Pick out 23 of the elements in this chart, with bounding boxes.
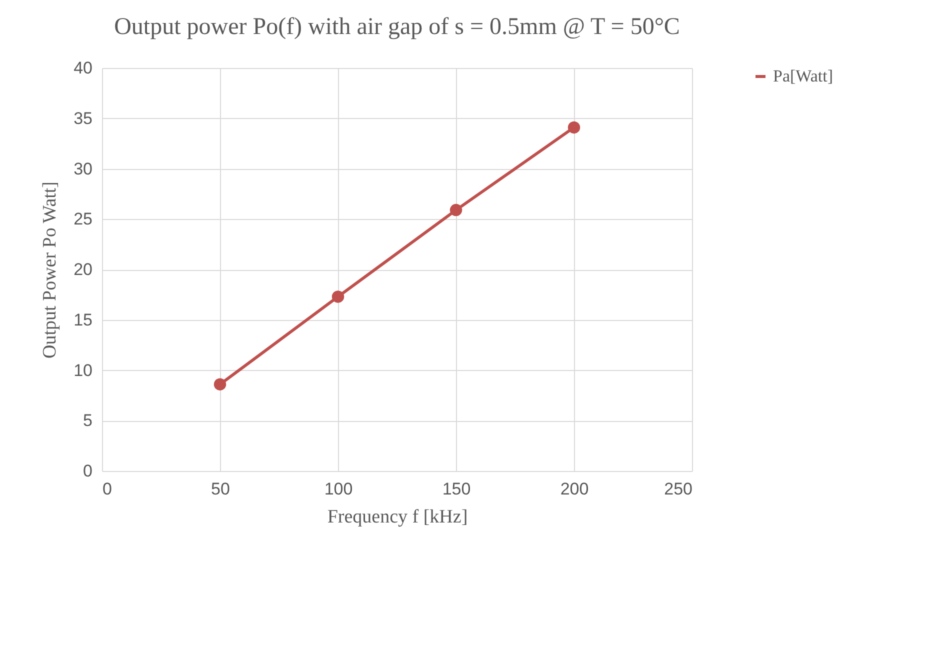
x-tick-label: 100 bbox=[324, 480, 353, 498]
x-tick-label: 250 bbox=[664, 480, 692, 498]
point bbox=[450, 204, 462, 216]
y-tick-label: 5 bbox=[83, 411, 92, 430]
y-tick-label: 20 bbox=[74, 260, 92, 279]
y-tick-label: 40 bbox=[74, 58, 92, 78]
y-tick-label: 30 bbox=[74, 159, 92, 178]
x-tick-label: 0 bbox=[102, 480, 112, 498]
point bbox=[332, 290, 344, 303]
y-tick-label: 25 bbox=[74, 210, 92, 229]
y-axis-title: Output Power Po Watt] bbox=[40, 181, 61, 359]
x-tick-label: 200 bbox=[560, 480, 589, 498]
x-tick-label: 150 bbox=[442, 480, 471, 498]
y-tick-label: 10 bbox=[74, 360, 92, 380]
point bbox=[214, 378, 226, 390]
legend-label: Pa[Watt] bbox=[773, 66, 833, 86]
x-tick-label: 50 bbox=[211, 480, 230, 498]
y-tick-label: 15 bbox=[74, 310, 92, 330]
y-tick-label: 0 bbox=[83, 462, 92, 480]
y-tick-label: 35 bbox=[74, 108, 92, 128]
x-axis-title: Frequency f [kHz] bbox=[327, 506, 468, 528]
point bbox=[568, 121, 580, 134]
chart-title: Output power Po(f) with air gap of s = 0.5mm @ T = 50°C bbox=[114, 14, 680, 40]
